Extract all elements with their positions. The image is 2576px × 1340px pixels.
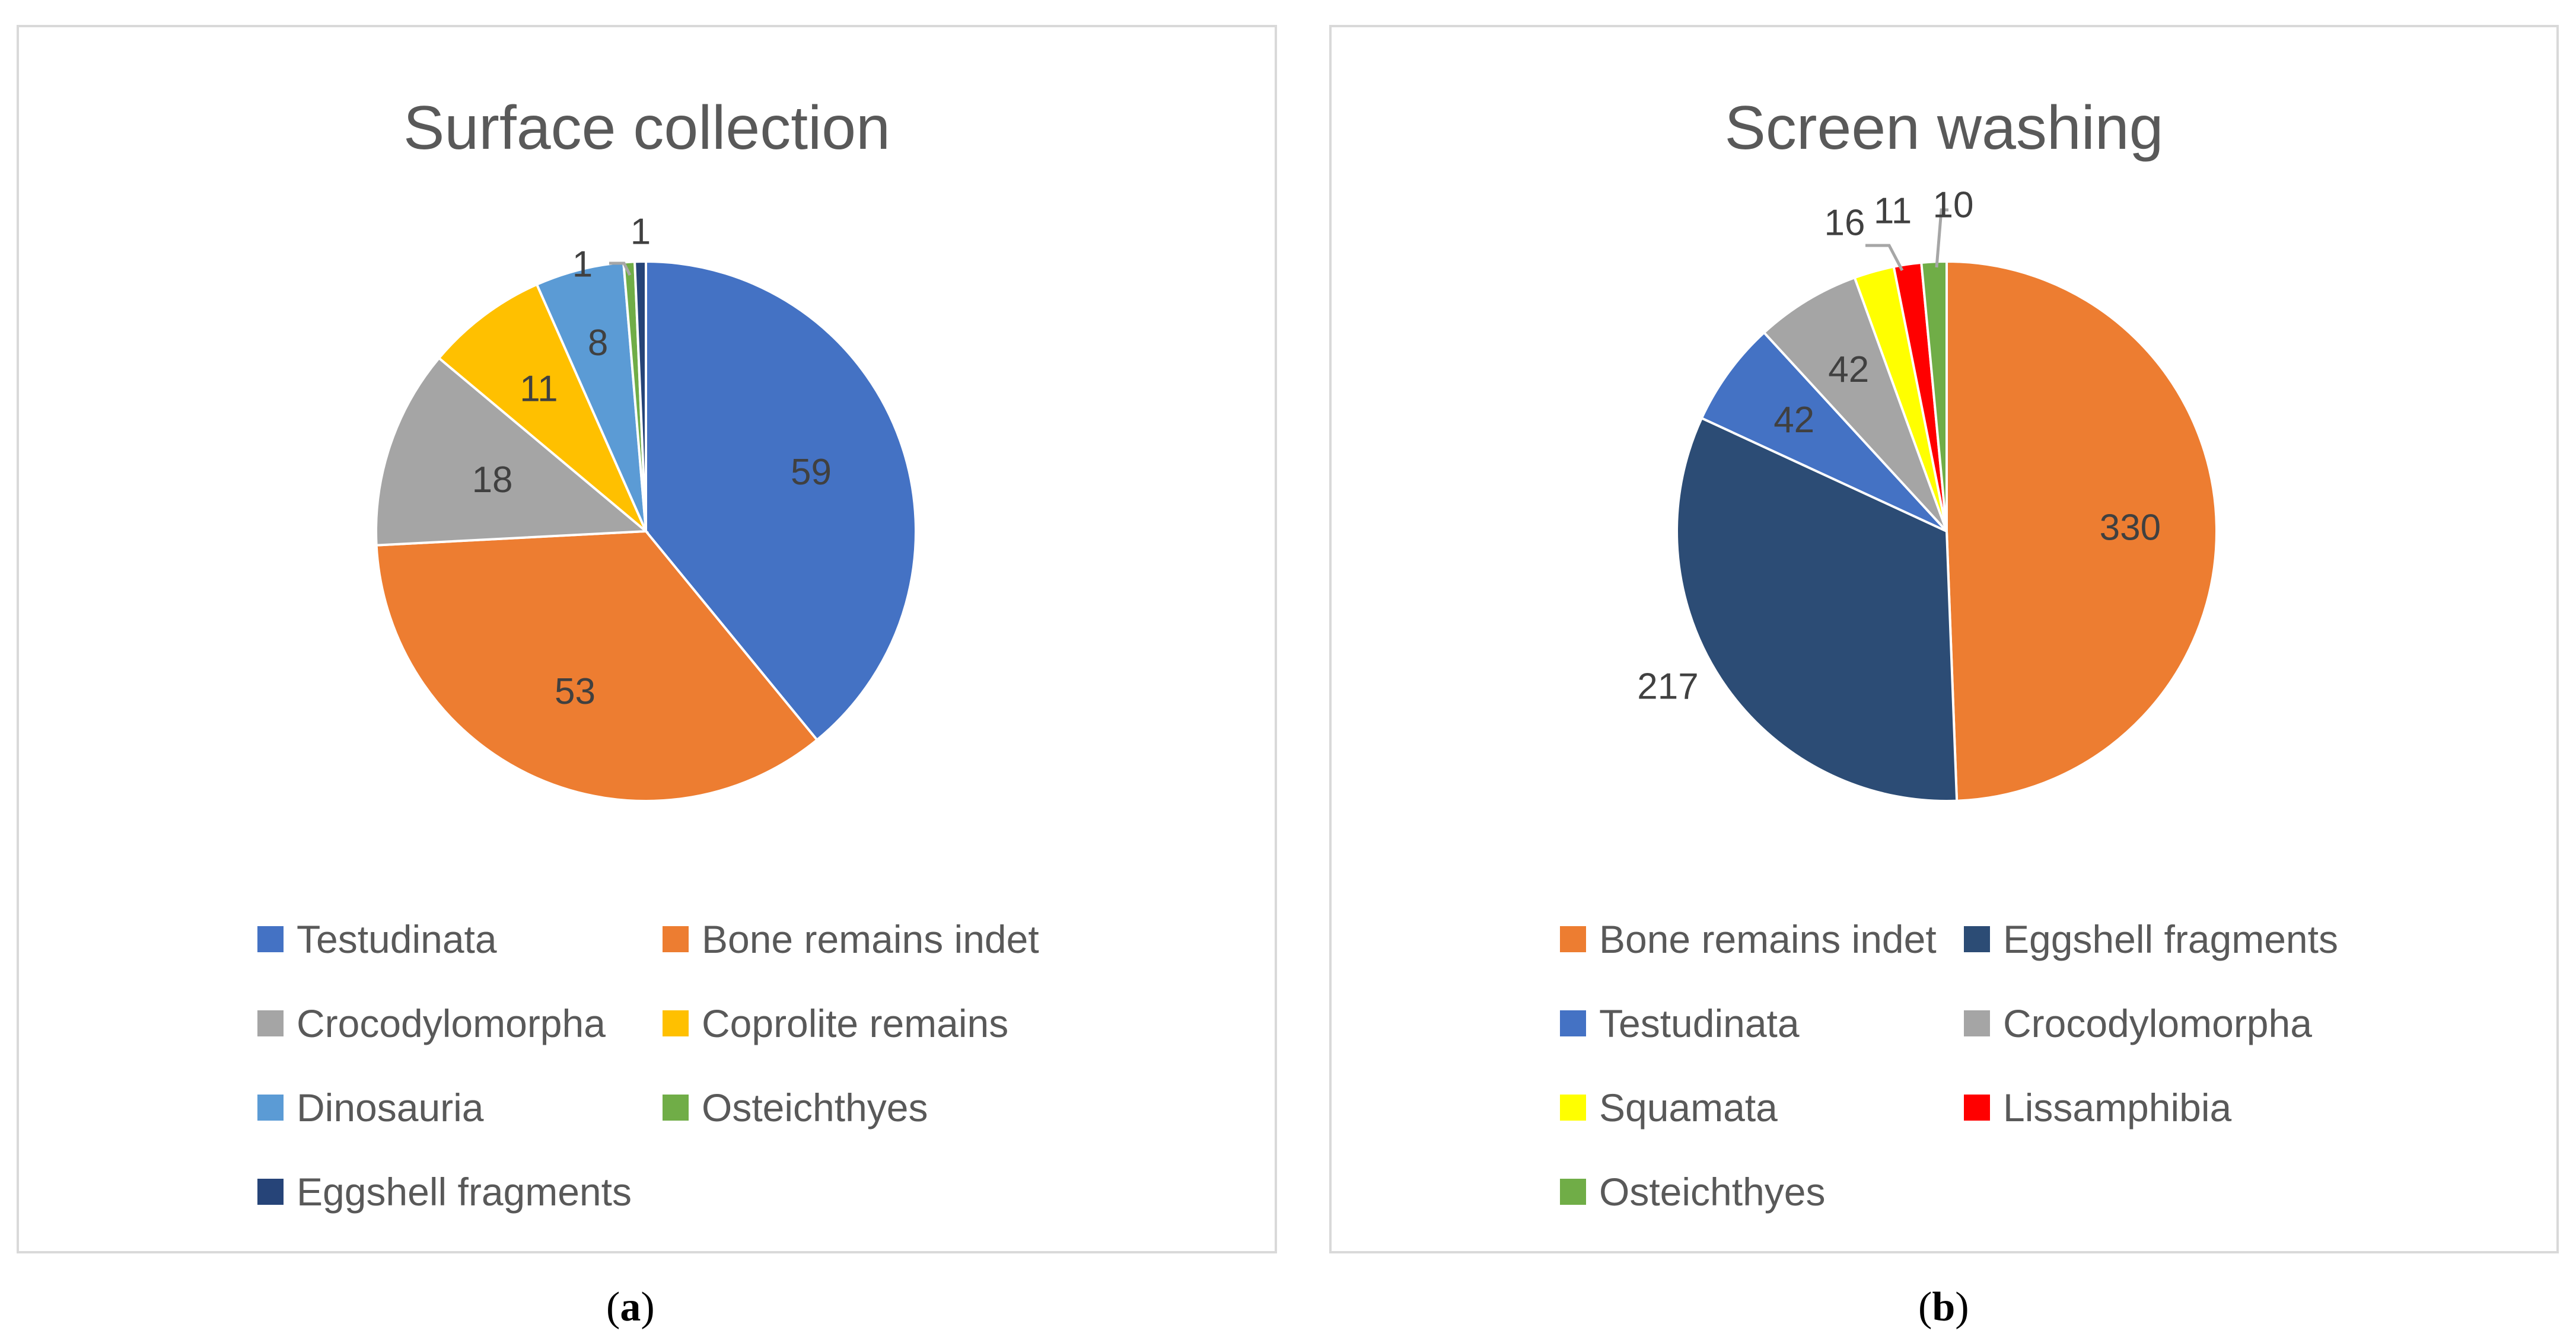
- data-label-eggshell-fragments: 217: [1637, 666, 1698, 707]
- leader-line-osteichthyes: [609, 261, 632, 276]
- legend-swatch: [1560, 1179, 1586, 1205]
- chart-title: Surface collection: [403, 94, 890, 162]
- legend-item-osteichthyes: Osteichthyes: [1560, 1168, 1826, 1215]
- legend-swatch: [663, 926, 689, 952]
- data-label-lissamphibia: 11: [1874, 191, 1912, 232]
- data-label-crocodylomorpha: 18: [472, 460, 513, 500]
- data-label-coprolite-remains: 11: [520, 369, 558, 410]
- legend-label: Crocodylomorpha: [297, 1001, 606, 1045]
- pie-slice-testudinata: [1700, 331, 1948, 532]
- legend-label: Osteichthyes: [702, 1086, 928, 1130]
- legend-swatch: [1560, 926, 1586, 952]
- data-label-dinosauria: 8: [588, 323, 608, 363]
- legend-label: Coprolite remains: [702, 1001, 1009, 1045]
- pie-slice-bone-remains-indet: [375, 529, 819, 802]
- legend-item-squamata: Squamata: [1560, 1084, 1778, 1131]
- legend-label: Eggshell fragments: [297, 1170, 632, 1214]
- legend-swatch: [1560, 1095, 1586, 1121]
- legend-swatch: [257, 1010, 284, 1036]
- legend-item-eggshell-fragments: Eggshell fragments: [1964, 915, 2338, 963]
- legend-label: Dinosauria: [297, 1086, 484, 1130]
- caption-open: (: [1918, 1284, 1932, 1330]
- data-label-osteichthyes: 1: [572, 244, 593, 285]
- legend-item-lissamphibia: Lissamphibia: [1964, 1084, 2231, 1131]
- data-label-bone-remains-indet: 53: [555, 671, 596, 712]
- data-label-bone-remains-indet: 330: [2100, 508, 2161, 548]
- legend-label: Squamata: [1599, 1086, 1778, 1130]
- legend-swatch: [663, 1010, 689, 1036]
- data-label-testudinata: 59: [791, 452, 832, 493]
- legend-swatch: [257, 1095, 284, 1121]
- legend-swatch: [257, 1179, 284, 1205]
- caption-close: ): [1955, 1284, 1969, 1330]
- pie-slice-bone-remains-indet: [1945, 260, 2218, 802]
- legend-swatch: [1560, 1010, 1586, 1036]
- caption-open: (: [606, 1284, 620, 1330]
- legend-label: Lissamphibia: [2003, 1086, 2232, 1130]
- legend-swatch: [257, 926, 284, 952]
- legend-item-dinosauria: Dinosauria: [257, 1084, 484, 1131]
- caption-letter: a: [620, 1284, 641, 1330]
- legend-item-bone-remains-indet: Bone remains indet: [1560, 915, 1937, 963]
- caption-close: ): [641, 1284, 655, 1330]
- legend-label: Bone remains indet: [702, 917, 1039, 961]
- legend-item-testudinata: Testudinata: [257, 915, 497, 963]
- panel-caption-a: (a): [606, 1287, 655, 1328]
- legend-item-crocodylomorpha: Crocodylomorpha: [257, 1000, 606, 1047]
- legend-swatch: [1964, 1095, 1990, 1121]
- pie-slice-crocodylomorpha: [375, 356, 649, 547]
- chart-title: Screen washing: [1724, 94, 2164, 162]
- legend-item-bone-remains-indet: Bone remains indet: [663, 915, 1039, 963]
- legend-item-coprolite-remains: Coprolite remains: [663, 1000, 1008, 1047]
- pie-slice-eggshell-fragments: [633, 260, 647, 532]
- leader-line-osteichthyes: [1935, 208, 1948, 268]
- data-label-squamata: 16: [1824, 203, 1865, 244]
- data-label-testudinata: 42: [1773, 400, 1814, 441]
- pie-slice-eggshell-fragments: [1676, 416, 1959, 803]
- pie-slice-osteichthyes: [1920, 260, 1948, 532]
- pie-slice-coprolite-remains: [437, 283, 647, 532]
- legend-label: Bone remains indet: [1599, 917, 1937, 961]
- legend-swatch: [1964, 926, 1990, 952]
- leader-line-squamata: [1865, 244, 1904, 272]
- pie-slice-crocodylomorpha: [1762, 276, 1948, 532]
- data-label-eggshell-fragments: 1: [631, 212, 651, 253]
- legend-item-crocodylomorpha: Crocodylomorpha: [1964, 1000, 2312, 1047]
- pie-chart-screen-washing: 330 217 42 42 16 11 10: [1637, 185, 2218, 803]
- panel-caption-b: (b): [1918, 1287, 1969, 1328]
- chart-panel-screen-washing: Screen washing 330 217 42 42 16 11 10 Bone rem…: [1329, 25, 2559, 1253]
- legend-swatch: [1964, 1010, 1990, 1036]
- legend-label: Testudinata: [1599, 1001, 1800, 1045]
- legend-label: Testudinata: [297, 917, 497, 961]
- chart-panel-surface-collection: Surface collection 59 53 18 11 8 1 1 Testudina…: [17, 25, 1277, 1253]
- data-label-osteichthyes: 10: [1933, 185, 1974, 226]
- pie-slice-testudinata: [645, 260, 917, 742]
- caption-letter: b: [1932, 1284, 1956, 1330]
- legend-item-eggshell-fragments: Eggshell fragments: [257, 1168, 632, 1215]
- legend-label: Osteichthyes: [1599, 1170, 1826, 1214]
- legend-label: Eggshell fragments: [2003, 917, 2338, 961]
- legend-swatch: [663, 1095, 689, 1121]
- data-label-crocodylomorpha: 42: [1828, 349, 1869, 390]
- legend-item-osteichthyes: Osteichthyes: [663, 1084, 928, 1131]
- legend-item-testudinata: Testudinata: [1560, 1000, 1800, 1047]
- legend-label: Crocodylomorpha: [2003, 1001, 2312, 1045]
